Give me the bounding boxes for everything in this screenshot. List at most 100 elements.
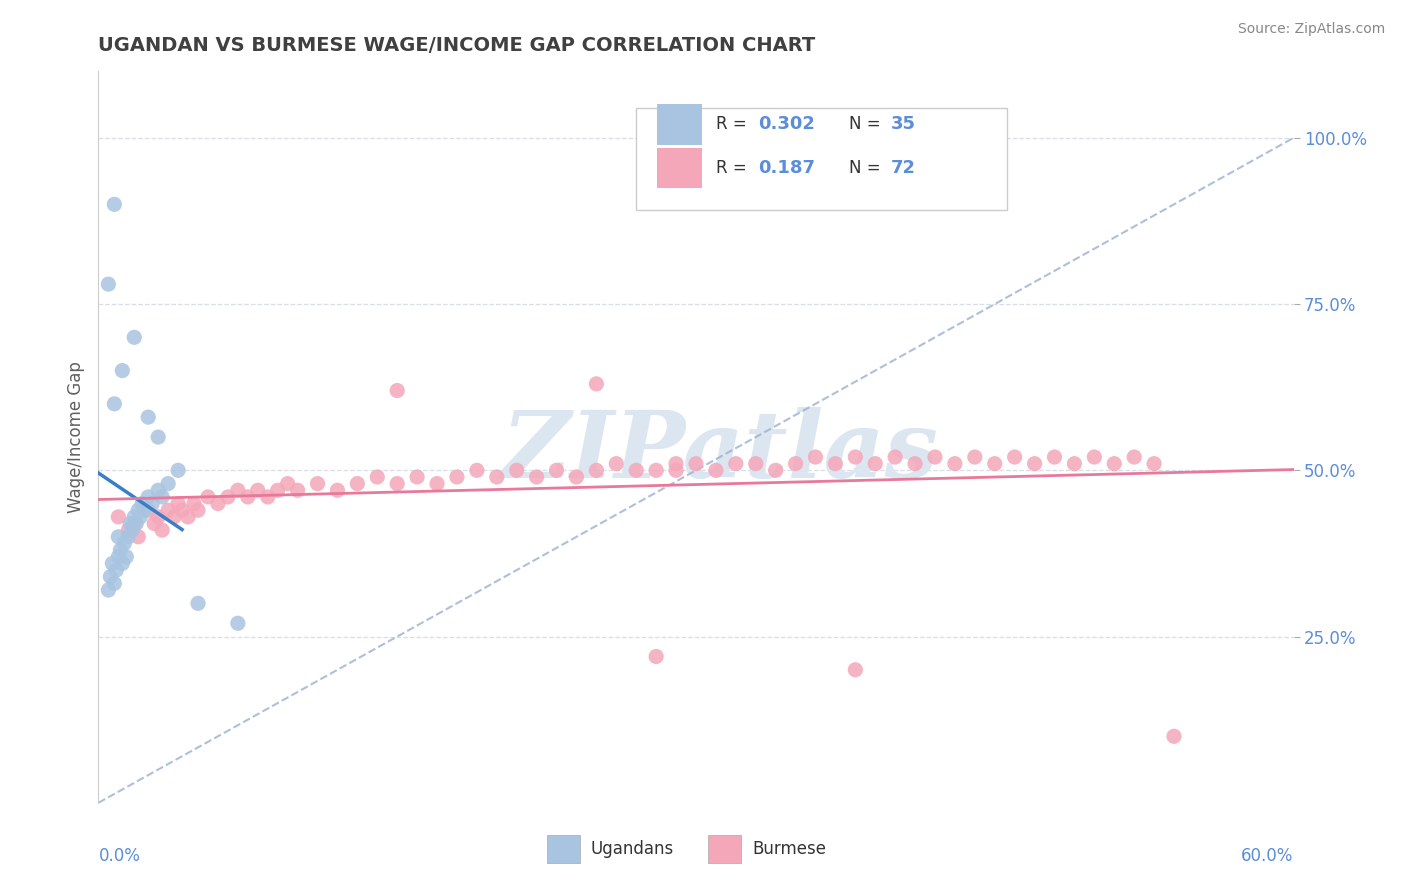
Point xyxy=(107,530,129,544)
Point xyxy=(984,457,1007,471)
Point xyxy=(236,490,259,504)
Point xyxy=(127,503,149,517)
Point xyxy=(785,457,807,471)
Point xyxy=(226,616,249,631)
Point xyxy=(645,649,668,664)
Point xyxy=(136,490,159,504)
Point xyxy=(1104,457,1126,471)
Text: 0.0%: 0.0% xyxy=(98,847,141,864)
Point xyxy=(446,470,468,484)
Text: Source: ZipAtlas.com: Source: ZipAtlas.com xyxy=(1237,22,1385,37)
Point xyxy=(665,457,688,471)
Point xyxy=(924,450,946,464)
Point xyxy=(111,363,134,377)
Text: 0.302: 0.302 xyxy=(758,115,815,133)
Text: N =: N = xyxy=(849,159,886,177)
Point xyxy=(287,483,309,498)
Point xyxy=(120,516,142,531)
Point xyxy=(943,457,966,471)
Point xyxy=(824,457,846,471)
Text: UGANDAN VS BURMESE WAGE/INCOME GAP CORRELATION CHART: UGANDAN VS BURMESE WAGE/INCOME GAP CORRE… xyxy=(98,36,815,54)
Point xyxy=(207,497,229,511)
Bar xyxy=(709,835,741,863)
Point xyxy=(127,530,149,544)
Point xyxy=(307,476,329,491)
Point xyxy=(1143,457,1166,471)
Point xyxy=(1024,457,1046,471)
Point xyxy=(98,570,122,584)
Text: R =: R = xyxy=(716,159,752,177)
Bar xyxy=(547,835,581,863)
Bar xyxy=(657,104,702,145)
Point xyxy=(665,463,688,477)
Point xyxy=(246,483,269,498)
Point xyxy=(704,463,727,477)
Y-axis label: Wage/Income Gap: Wage/Income Gap xyxy=(66,361,84,513)
Point xyxy=(585,376,607,391)
Point xyxy=(103,397,125,411)
Point xyxy=(645,463,668,477)
Point xyxy=(124,509,146,524)
Point xyxy=(117,523,139,537)
Point xyxy=(844,663,866,677)
Point xyxy=(605,457,627,471)
Point xyxy=(804,450,827,464)
Text: R =: R = xyxy=(716,115,752,133)
Point xyxy=(103,197,125,211)
Point xyxy=(585,463,607,477)
Point xyxy=(685,457,707,471)
Point xyxy=(406,470,429,484)
Point xyxy=(121,523,143,537)
Point xyxy=(526,470,548,484)
Point xyxy=(124,330,146,344)
Point xyxy=(136,503,159,517)
Point xyxy=(963,450,986,464)
Point xyxy=(97,277,120,292)
Point xyxy=(107,509,129,524)
Point xyxy=(117,530,139,544)
Point xyxy=(183,497,205,511)
Point xyxy=(163,509,186,524)
Point xyxy=(326,483,349,498)
Point xyxy=(150,523,173,537)
Point xyxy=(277,476,299,491)
Point xyxy=(148,483,170,498)
Point xyxy=(131,497,153,511)
Point xyxy=(97,582,120,597)
Point xyxy=(172,503,194,517)
Text: Ugandans: Ugandans xyxy=(591,840,673,858)
Point xyxy=(134,503,156,517)
Point xyxy=(485,470,508,484)
Point xyxy=(197,490,219,504)
Text: ZIPatlas: ZIPatlas xyxy=(502,407,938,497)
Point xyxy=(124,516,146,531)
Point xyxy=(1123,450,1146,464)
Point xyxy=(865,457,887,471)
Point xyxy=(385,384,409,398)
FancyBboxPatch shape xyxy=(637,108,1007,211)
Point xyxy=(129,509,152,524)
Point xyxy=(884,450,907,464)
Point xyxy=(626,463,648,477)
Point xyxy=(267,483,290,498)
Point xyxy=(148,430,170,444)
Point xyxy=(426,476,449,491)
Point xyxy=(177,509,200,524)
Point xyxy=(385,476,409,491)
Point xyxy=(565,470,588,484)
Point xyxy=(103,576,125,591)
Point xyxy=(904,457,927,471)
Point xyxy=(1083,450,1105,464)
Point xyxy=(346,476,368,491)
Point xyxy=(107,549,129,564)
Point xyxy=(150,490,173,504)
Point xyxy=(465,463,488,477)
Point xyxy=(1163,729,1185,743)
Point xyxy=(187,596,209,610)
Point xyxy=(366,470,388,484)
Point xyxy=(1004,450,1026,464)
Point xyxy=(226,483,249,498)
Point xyxy=(546,463,568,477)
Point xyxy=(724,457,747,471)
Point xyxy=(110,543,132,558)
